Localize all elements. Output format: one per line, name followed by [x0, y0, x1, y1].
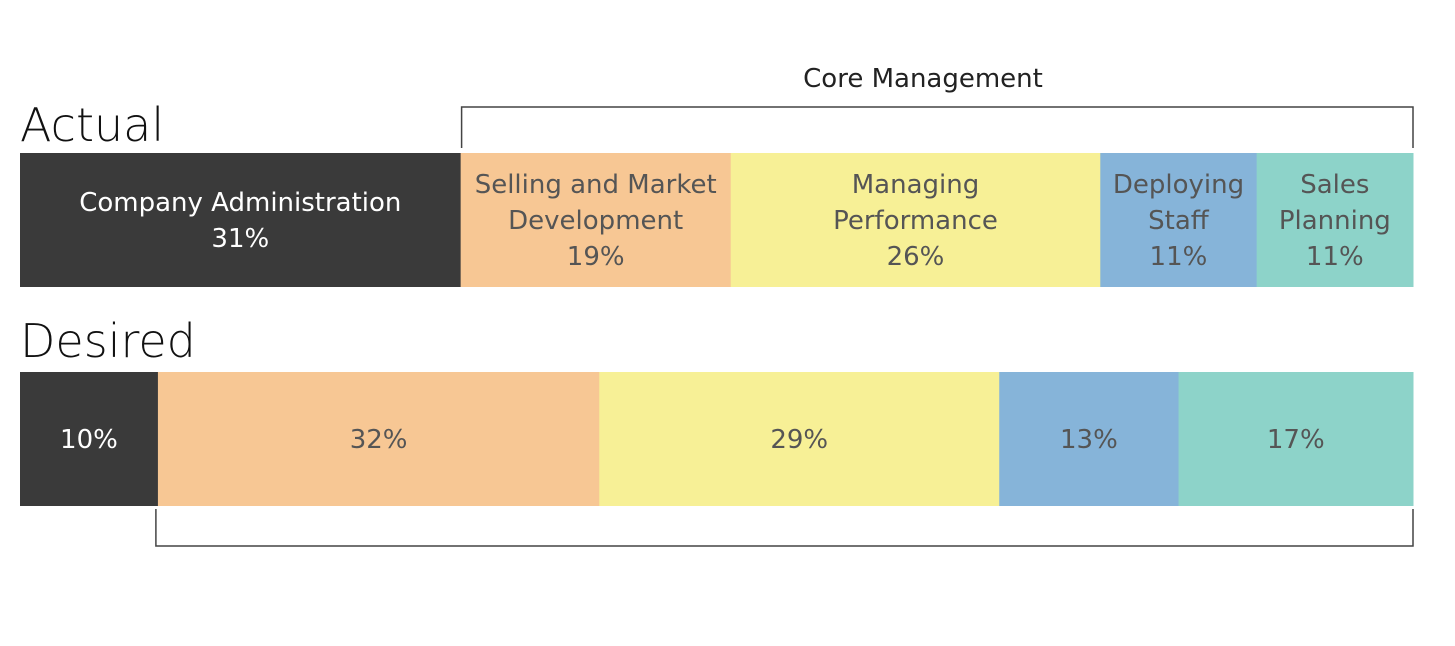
value-label-actual-managing-performance: 26% [887, 242, 945, 272]
segment-label-selling-and-market-development: Selling and Market [475, 170, 717, 200]
segment-label-managing-performance: Performance [833, 206, 998, 236]
bar-desired-selling-and-market-development [157, 372, 600, 506]
bar-actual-company-administration [20, 153, 462, 287]
value-label-desired-selling-and-market-development: 32% [350, 425, 408, 455]
bar-actual-sales-planning [1256, 153, 1414, 287]
bar-desired-managing-performance [599, 372, 1000, 506]
value-label-actual-selling-and-market-development: 19% [567, 242, 625, 272]
value-label-actual-deploying-staff: 11% [1150, 242, 1208, 272]
value-label-desired-company-administration: 10% [60, 425, 118, 455]
value-label-desired-managing-performance: 29% [770, 425, 828, 455]
value-label-actual-sales-planning: 11% [1306, 242, 1364, 272]
core-management-bracket-top [460, 106, 1414, 148]
bar-actual-selling-and-market-development [460, 153, 732, 287]
core-management-bracket-bottom [155, 509, 1414, 547]
bar-actual-managing-performance [730, 153, 1101, 287]
segment-label-selling-and-market-development: Development [508, 206, 683, 236]
bar-desired-deploying-staff [999, 372, 1180, 506]
value-label-actual-company-administration: 31% [211, 224, 269, 254]
segment-label-sales-planning: Planning [1279, 206, 1391, 236]
row-title-actual: Actual [20, 98, 164, 152]
bar-desired-company-administration [20, 372, 159, 506]
segment-label-company-administration: Company Administration [79, 188, 401, 218]
value-label-desired-sales-planning: 17% [1267, 425, 1325, 455]
bar-desired-sales-planning [1178, 372, 1414, 506]
segment-label-sales-planning: Sales [1300, 170, 1369, 200]
bar-actual-deploying-staff [1100, 153, 1258, 287]
bars-group: Company Administration 31% Selling and Mar… [20, 106, 1414, 547]
row-title-desired: Desired [20, 314, 196, 368]
segment-label-deploying-staff: Deploying [1113, 170, 1244, 200]
core-management-label: Core Management [803, 64, 1043, 94]
segment-label-deploying-staff: Staff [1148, 206, 1210, 236]
value-label-desired-deploying-staff: 13% [1060, 425, 1118, 455]
segment-label-managing-performance: Managing [852, 170, 980, 200]
